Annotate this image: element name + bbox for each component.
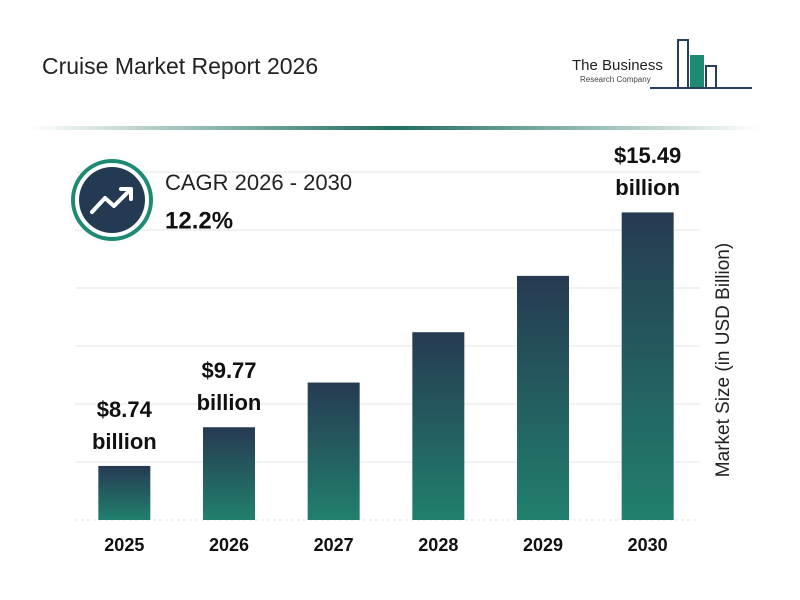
bar [517, 275, 569, 520]
value-label: $15.49 billion [614, 143, 682, 201]
x-tick-label: 2028 [418, 535, 458, 555]
value-label: $8.74 billion [91, 396, 157, 454]
bar [621, 212, 674, 521]
value-label: $9.77 billion [196, 358, 262, 416]
bar [412, 332, 465, 520]
cagr-label: CAGR 2026 - 2030 [165, 170, 352, 195]
bar [203, 427, 255, 520]
logo: The Business Research Company [572, 39, 752, 89]
x-tick-label: 2025 [104, 535, 144, 555]
x-tick-label: 2027 [314, 535, 354, 555]
background-rules [75, 171, 700, 521]
logo-text: The Business [572, 57, 663, 74]
bar [307, 382, 360, 520]
x-tick-label: 2026 [209, 535, 249, 555]
bar [98, 465, 151, 520]
logo-subtext: Research Company [580, 75, 651, 84]
title: Cruise Market Report 2026 [42, 53, 318, 79]
cagr-value: 12.2% [165, 207, 233, 234]
divider [30, 126, 760, 130]
cagr-icon [71, 159, 153, 241]
y-axis-label: Market Size (in USD Billion) [713, 243, 734, 477]
x-tick-label: 2030 [628, 535, 668, 555]
x-tick-label: 2029 [523, 535, 563, 555]
